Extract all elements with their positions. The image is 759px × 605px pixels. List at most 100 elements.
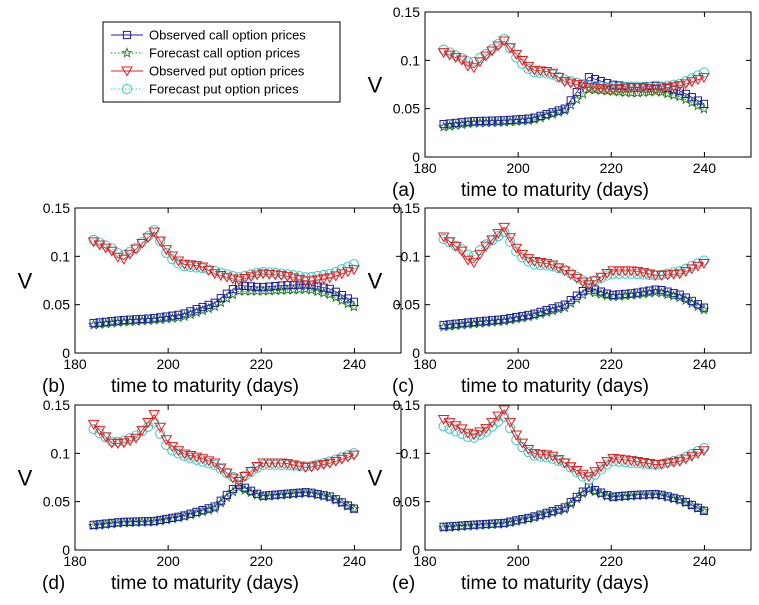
data-point: [542, 305, 551, 315]
data-point: [125, 517, 135, 526]
y-tick-label: 0.15: [393, 397, 420, 413]
y-tick-label: 0.05: [43, 297, 70, 313]
data-point: [498, 36, 511, 47]
data-point: [523, 63, 534, 74]
data-point: [196, 262, 209, 273]
data-point: [162, 514, 171, 524]
data-point: [698, 258, 710, 269]
data-point: [144, 517, 153, 526]
data-point: [125, 315, 135, 324]
data-point: [601, 457, 613, 468]
data-point: [516, 438, 529, 449]
data-point: [625, 83, 638, 94]
data-point: [149, 225, 160, 236]
data-point: [312, 459, 323, 470]
data-point: [179, 450, 190, 462]
series-observed-put-option-prices: [437, 36, 710, 95]
data-point: [595, 81, 607, 92]
x-tick-label: 240: [693, 356, 717, 372]
data-point: [637, 83, 650, 94]
data-point: [487, 116, 497, 125]
y-tick-label: 0: [412, 345, 420, 361]
data-point: [548, 108, 557, 117]
data-point: [536, 510, 545, 519]
data-point: [499, 33, 510, 45]
data-point: [512, 312, 521, 322]
data-point: [305, 276, 318, 287]
data-point: [595, 83, 607, 94]
data-point: [186, 509, 195, 518]
data-point: [620, 81, 631, 92]
data-point: [198, 302, 207, 312]
data-point: [500, 518, 509, 528]
data-point: [348, 259, 360, 270]
data-point: [589, 467, 601, 478]
data-point: [649, 270, 662, 281]
x-tick-label: 220: [600, 553, 624, 569]
data-point: [161, 247, 172, 258]
x-tick-label: 180: [63, 356, 87, 372]
data-point: [541, 260, 552, 271]
panel-label: (d): [42, 573, 65, 594]
data-point: [583, 82, 595, 93]
series-line: [443, 489, 705, 529]
series-observed-put-option-prices: [437, 405, 710, 483]
y-tick-label: 0.15: [393, 200, 420, 216]
data-point: [627, 289, 636, 298]
x-tick-label: 200: [506, 356, 530, 372]
data-point: [655, 459, 668, 470]
data-point: [546, 451, 559, 462]
data-point: [204, 504, 213, 513]
data-point: [143, 231, 154, 242]
data-point: [469, 317, 478, 326]
data-point: [136, 425, 148, 436]
x-tick-label: 220: [600, 160, 624, 176]
data-point: [457, 118, 466, 127]
data-point: [137, 517, 147, 526]
data-point: [542, 109, 551, 119]
data-point: [186, 307, 195, 316]
data-point: [463, 117, 472, 126]
data-point: [174, 310, 183, 319]
data-point: [93, 240, 106, 251]
data-point: [498, 222, 511, 233]
data-point: [674, 90, 686, 102]
chart-panel-d: 180 200 220 240 0 0.05 0.1 0.15 V (d) time to matu…: [18, 397, 402, 594]
data-point: [668, 89, 680, 100]
legend-marker-circle: [121, 83, 133, 95]
data-point: [468, 258, 480, 269]
data-point: [589, 276, 601, 287]
data-point: [674, 78, 685, 89]
y-tick-label: 0.15: [393, 4, 420, 20]
data-point: [486, 46, 498, 57]
data-point: [451, 319, 460, 328]
data-point: [105, 438, 118, 449]
data-point: [438, 421, 449, 432]
data-point: [142, 233, 154, 244]
data-point: [149, 417, 160, 428]
x-axis-label: time to maturity (days): [111, 573, 299, 594]
data-point: [530, 309, 539, 318]
data-point: [589, 83, 601, 94]
y-axis-label: V: [368, 73, 383, 98]
data-point: [136, 238, 148, 249]
data-point: [349, 297, 359, 306]
y-tick-label: 0: [412, 149, 420, 165]
data-point: [202, 265, 215, 276]
data-point: [220, 468, 233, 479]
data-point: [595, 464, 607, 475]
data-point: [251, 270, 263, 281]
data-point: [311, 461, 324, 472]
data-point: [438, 233, 449, 245]
data-point: [596, 287, 606, 296]
y-tick-label: 0.05: [393, 494, 420, 510]
data-point: [499, 411, 510, 422]
data-point: [500, 315, 509, 324]
y-axis-label: V: [18, 466, 33, 491]
data-point: [506, 314, 515, 323]
chart-panel-e: 180 200 220 240 0 0.05 0.1 0.15 V (e) time to matu…: [368, 397, 752, 594]
data-point: [457, 521, 466, 530]
series-line: [443, 487, 705, 528]
data-point: [174, 512, 183, 521]
data-point: [615, 290, 624, 299]
